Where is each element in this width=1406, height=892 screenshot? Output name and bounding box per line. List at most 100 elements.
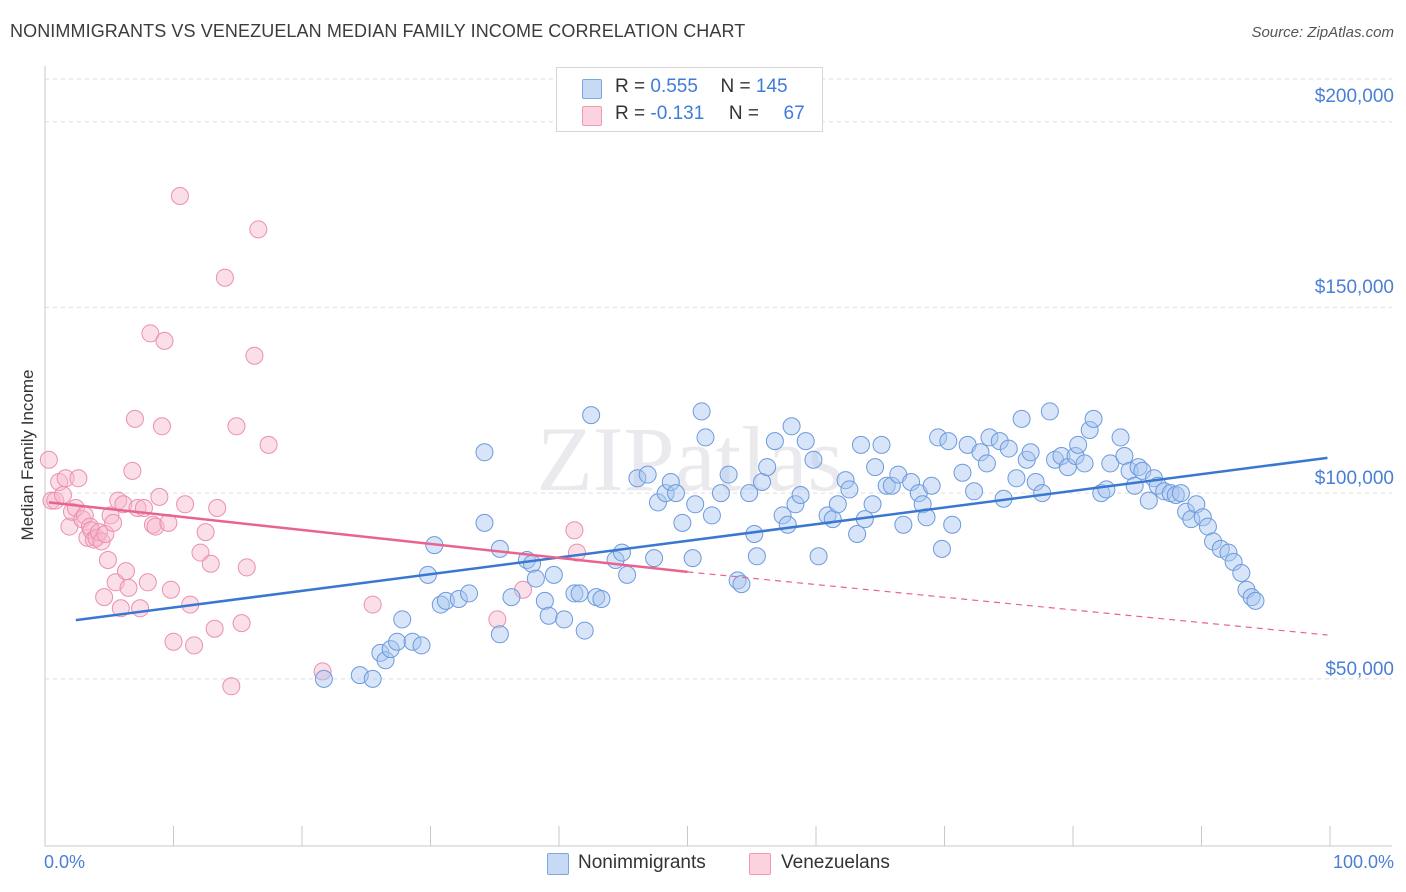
nonimmigrants-point	[848, 525, 867, 543]
nonimmigrants-point	[977, 454, 996, 473]
nonimmigrants-point	[393, 610, 412, 629]
venezuelans-point	[222, 677, 241, 696]
nonimmigrants-point	[539, 606, 558, 625]
nonimmigrants-point	[971, 443, 990, 462]
venezuelans-point	[150, 487, 169, 506]
nonimmigrants-point	[381, 640, 400, 659]
n-label: N =	[720, 76, 751, 97]
nonimmigrants-point	[866, 458, 885, 477]
nonimmigrants-point	[786, 495, 805, 514]
nonimmigrants-point	[523, 554, 542, 573]
nonimmigrants-point	[582, 406, 601, 425]
nonimmigrants-point	[1125, 476, 1144, 495]
venezuelans-point	[104, 513, 123, 532]
venezuelans-point	[215, 268, 234, 287]
nonimmigrants-point	[1084, 409, 1103, 428]
nonimmigrants-point	[782, 417, 801, 436]
venezuelans-point	[161, 580, 180, 599]
nonimmigrants-point	[570, 584, 589, 603]
y-tick-label: $200,000	[1314, 86, 1394, 107]
y-tick-label: $50,000	[1325, 659, 1394, 680]
nonimmigrants-point	[840, 480, 859, 499]
legend-swatch-venezuelans	[749, 853, 771, 875]
nonimmigrants-point	[1101, 454, 1120, 473]
venezuelans-point	[131, 599, 150, 618]
nonimmigrants-point	[1075, 454, 1094, 473]
nonimmigrants-point	[1097, 480, 1116, 499]
nonimmigrants-point	[732, 575, 751, 594]
nonimmigrants-point	[535, 591, 554, 610]
venezuelans-point	[114, 495, 133, 514]
n-value: 145	[755, 76, 788, 97]
nonimmigrants-point	[526, 569, 545, 588]
venezuelans-point	[176, 495, 195, 514]
nonimmigrants-point	[638, 465, 657, 484]
nonimmigrants-point	[490, 539, 509, 558]
nonimmigrants-point	[661, 473, 680, 491]
nonimmigrants-point	[765, 432, 784, 451]
venezuelans-point	[39, 450, 58, 469]
y-tick-label: $100,000	[1314, 468, 1394, 489]
venezuelans-point	[488, 610, 507, 629]
nonimmigrants-point	[778, 515, 797, 534]
nonimmigrants-point	[1111, 428, 1130, 447]
nonimmigrants-point	[575, 621, 594, 640]
nonimmigrants-point	[1204, 532, 1223, 551]
nonimmigrants-point	[1080, 421, 1099, 439]
nonimmigrants-point	[990, 432, 1009, 451]
nonimmigrants-point	[686, 495, 705, 514]
nonimmigrants-point	[1171, 484, 1190, 503]
nonimmigrants-point	[1069, 435, 1088, 454]
nonimmigrants-point	[555, 610, 574, 629]
nonimmigrants-trendline	[75, 456, 1328, 622]
venezuelans-point	[185, 636, 204, 655]
venezuelans-point	[259, 435, 278, 454]
venezuelans-point	[245, 346, 264, 365]
venezuelans-point	[313, 662, 332, 681]
venezuelans-point	[205, 619, 224, 638]
legend-swatch-pink	[582, 106, 602, 126]
x-tick-label-min: 0.0%	[44, 852, 86, 872]
y-tick-label: $150,000	[1314, 277, 1394, 298]
nonimmigrants-point	[943, 515, 962, 534]
n-value: 67	[783, 103, 805, 124]
venezuelans-point	[227, 417, 246, 436]
venezuelans-point	[53, 486, 72, 504]
nonimmigrants-point	[980, 428, 999, 447]
nonimmigrants-point	[363, 669, 382, 688]
venezuelans-point	[101, 506, 120, 525]
nonimmigrants-point	[628, 469, 647, 488]
nonimmigrants-point	[645, 549, 664, 568]
nonimmigrants-point	[565, 584, 584, 603]
nonimmigrants-point	[1052, 447, 1071, 465]
nonimmigrants-point	[939, 432, 958, 451]
nonimmigrants-point	[460, 584, 479, 603]
nonimmigrants-point	[696, 428, 715, 447]
chart-title: NONIMMIGRANTS VS VENEZUELAN MEDIAN FAMIL…	[10, 21, 746, 41]
nonimmigrants-point	[953, 463, 972, 482]
nonimmigrants-point	[1012, 409, 1031, 428]
venezuelans-point	[164, 632, 183, 651]
nonimmigrants-point	[1139, 491, 1158, 510]
nonimmigrants-point	[894, 515, 913, 534]
venezuelans-point	[237, 558, 256, 577]
nonimmigrants-point	[449, 590, 468, 608]
nonimmigrants-point	[673, 513, 692, 532]
legend-label-venezuelans: Venezuelans	[781, 852, 890, 873]
nonimmigrants-point	[872, 435, 891, 454]
nonimmigrants-point	[376, 651, 395, 670]
legend-label-nonimmigrants: Nonimmigrants	[578, 852, 706, 873]
venezuelans-point	[565, 521, 584, 540]
nonimmigrants-point	[1246, 591, 1265, 610]
nonimmigrants-point	[656, 484, 675, 503]
venezuelans-point	[119, 578, 138, 597]
venezuelans-point	[95, 588, 114, 607]
source-note: Source: ZipAtlas.com	[1251, 24, 1394, 41]
r-value: -0.131	[650, 103, 705, 124]
nonimmigrants-point	[1007, 469, 1026, 488]
legend-swatch-nonimmigrants	[547, 853, 569, 875]
nonimmigrants-point	[388, 632, 407, 651]
nonimmigrants-point	[804, 450, 823, 469]
legend-swatch-blue	[582, 79, 602, 99]
